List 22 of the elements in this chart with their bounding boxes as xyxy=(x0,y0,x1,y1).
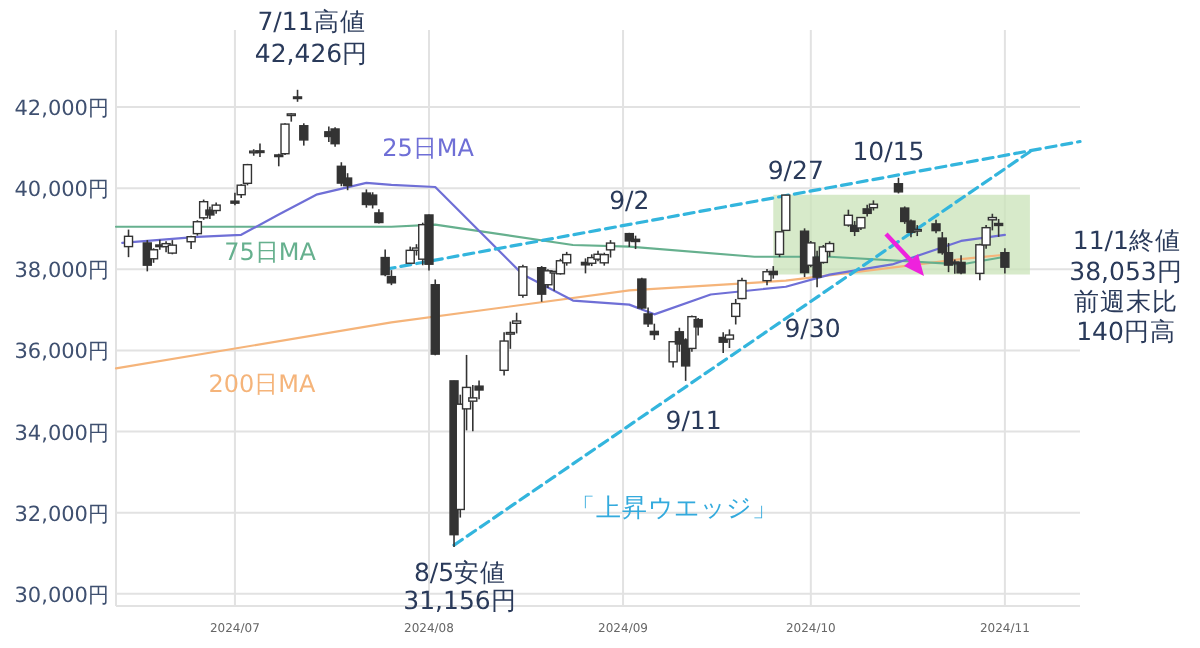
series-label: 25日MA xyxy=(382,134,476,162)
series-label: 75日MA xyxy=(224,238,318,266)
annotation: 11/1終値 xyxy=(1072,225,1181,256)
annotation: 9/11 xyxy=(665,404,722,435)
y-tick-label: 40,000円 xyxy=(14,178,110,203)
y-tick-label: 32,000円 xyxy=(14,502,110,527)
annotation: 「上昇ウエッジ」 xyxy=(570,492,778,522)
y-tick-label: 36,000円 xyxy=(14,340,110,365)
annotation: 10/15 xyxy=(852,135,925,166)
y-tick-label: 34,000円 xyxy=(14,421,110,446)
y-tick-label: 42,000円 xyxy=(14,97,110,122)
annotation: 9/27 xyxy=(767,155,824,186)
annotation: 9/2 xyxy=(609,184,650,215)
annotation: 38,053円 xyxy=(1069,256,1183,286)
annotation: 前週末比 xyxy=(1074,286,1178,316)
annotation: 8/5安値 31,156円 xyxy=(403,556,517,615)
annotation: 140円高 xyxy=(1076,316,1176,346)
y-tick-label: 38,000円 xyxy=(14,259,110,284)
series-label: 200日MA xyxy=(208,370,318,398)
annotation: 7/11高値 42,426円 xyxy=(254,5,369,68)
y-tick-label: 30,000円 xyxy=(14,583,110,608)
annotation: 9/30 xyxy=(784,313,841,344)
